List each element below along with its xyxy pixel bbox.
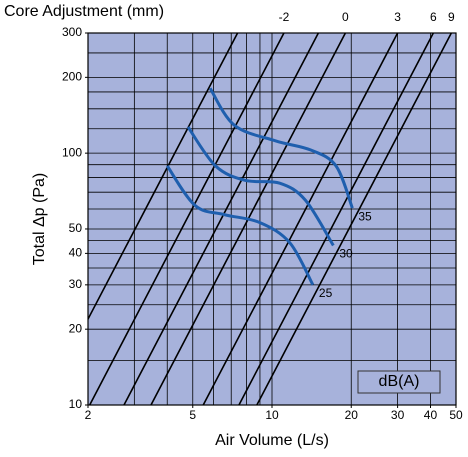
y-tick-label: 40: [69, 246, 83, 260]
core-line-label: -2: [279, 10, 290, 24]
noise-curve: [166, 165, 315, 286]
noise-curve: [186, 126, 335, 247]
curve-label: 25: [319, 286, 333, 300]
core-line: [238, 33, 435, 405]
y-tick-label: 200: [62, 70, 82, 84]
x-tick-label: 10: [265, 408, 279, 422]
y-tick-label: 10: [69, 397, 83, 411]
chart-title: Core Adjustment (mm): [4, 3, 164, 20]
core-line-label: 9: [448, 10, 455, 24]
x-tick-label: 20: [345, 408, 359, 422]
x-tick-label: 2: [85, 408, 92, 422]
y-tick-label: 20: [69, 321, 83, 335]
x-axis-label: Air Volume (L/s): [215, 432, 329, 449]
x-tick-label: 30: [391, 408, 405, 422]
core-line-label: 3: [394, 10, 401, 24]
core-line: [202, 33, 399, 405]
plot-layer: [88, 33, 456, 405]
core-line-label: 6: [430, 10, 437, 24]
core-line: [88, 33, 285, 405]
legend-title: dB(A): [379, 373, 420, 390]
core-line-label: 0: [342, 10, 349, 24]
y-axis-label: Total Δp (Pa): [31, 173, 48, 266]
core-line: [256, 33, 453, 405]
core-line: [88, 33, 239, 321]
plot-border: [87, 32, 457, 406]
legend-box: [357, 370, 441, 394]
curve-label: 30: [339, 247, 353, 261]
core-line: [123, 33, 320, 405]
noise-curve: [208, 87, 354, 209]
y-tick-label: 100: [62, 145, 82, 159]
x-tick-label: 40: [424, 408, 438, 422]
curve-label: 35: [358, 209, 372, 223]
y-tick-label: 50: [69, 221, 83, 235]
x-tick-label: 50: [449, 408, 463, 422]
y-tick-label: 30: [69, 277, 83, 291]
y-tick-label: 300: [62, 25, 82, 39]
x-tick-label: 5: [189, 408, 196, 422]
